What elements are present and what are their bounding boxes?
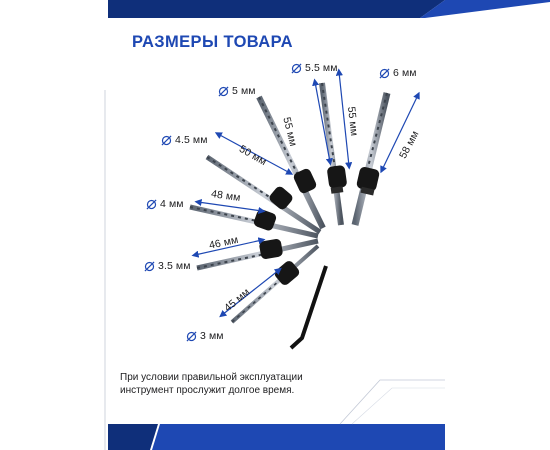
arrow-45 [219,267,282,318]
diameter-label-6: 6 мм [393,67,417,79]
diameter-icon [146,199,157,210]
top-banner-accent [420,0,550,18]
diameter-label-5: 5 мм [232,85,256,97]
arrow-46 [191,237,266,258]
arrow-55-a [312,78,333,166]
drill-5-5 [319,82,347,226]
dimension-arrows [191,68,420,318]
top-banner [108,0,445,18]
hex-key [289,265,328,350]
diameter-icon [291,63,302,74]
bottom-decor-line [339,379,445,425]
drill-4 [189,204,319,239]
diameter-icon [186,331,197,342]
diameter-icon [379,68,390,79]
diameter-label-5-5: 5.5 мм [305,62,338,74]
arrow-55-b [335,68,353,170]
usage-note: При условии правильной эксплуатации инст… [120,371,303,397]
usage-note-line-2: инструмент прослужит долгое время. [120,385,295,396]
page-title: РАЗМЕРЫ ТОВАРА [132,33,293,51]
arrow-48 [194,198,266,215]
diameter-icon [161,135,172,146]
diameter-label-4: 4 мм [160,198,184,210]
usage-note-line-1: При условии правильной эксплуатации [120,372,303,383]
diameter-icon [218,86,229,97]
diameter-icon [144,261,155,272]
diameter-label-4-5: 4.5 мм [175,134,208,146]
diameter-label-3: 3 мм [200,330,224,342]
arrow-50 [214,132,294,175]
diameter-label-3-5: 3.5 мм [158,260,191,272]
bottom-decor-line-2 [351,387,445,425]
arrow-58 [380,91,420,174]
bottom-banner-left [108,424,158,450]
drill-6 [351,92,391,226]
bottom-banner [152,424,445,450]
